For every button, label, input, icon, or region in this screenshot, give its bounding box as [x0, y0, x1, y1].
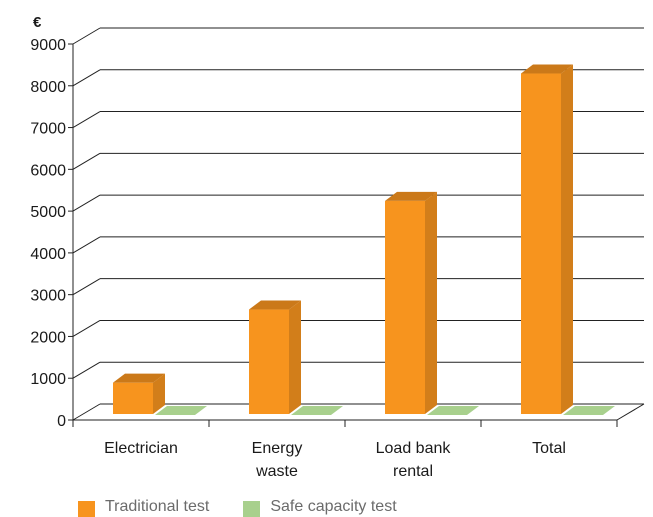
gridline-depth [72, 320, 101, 337]
legend-label-safe-capacity: Safe capacity test [270, 498, 397, 515]
x-category-label: Load bank [376, 440, 452, 457]
gridline-depth [72, 361, 101, 379]
legend: Traditional test Safe capacity test [78, 498, 397, 517]
gridline-depth [72, 27, 101, 45]
bar-top [113, 373, 165, 383]
y-tick-label: 8000 [30, 79, 66, 96]
bar-top [249, 300, 301, 310]
gridline-depth [72, 403, 101, 421]
x-category-label: rental [393, 463, 433, 480]
legend-item-traditional: Traditional test [78, 498, 209, 517]
x-category-label: waste [255, 463, 298, 480]
y-tick-label: 6000 [30, 162, 66, 179]
y-tick-label: 7000 [30, 121, 66, 138]
y-tick-label: 5000 [30, 204, 66, 221]
y-unit-label: € [33, 14, 42, 31]
bar-side [153, 373, 165, 414]
legend-item-safe-capacity: Safe capacity test [243, 498, 397, 517]
floor-edge [616, 403, 645, 421]
gridline-depth [72, 111, 101, 128]
bar-front [249, 309, 289, 414]
gridline-depth [72, 194, 101, 212]
bar-flat [427, 406, 479, 415]
bar-flat [291, 406, 343, 415]
gridline-depth [72, 236, 101, 254]
bar-flat [563, 406, 615, 415]
bar-top [521, 64, 573, 74]
y-tick-label: 9000 [30, 37, 66, 54]
y-tick-label: 3000 [30, 288, 66, 305]
y-tick-label: 4000 [30, 246, 66, 263]
legend-swatch-safe-capacity [243, 501, 261, 517]
bar-flat [155, 406, 207, 415]
x-category-label: Energy [252, 440, 303, 457]
gridline-depth [72, 278, 101, 296]
bar-front [113, 382, 153, 414]
y-tick-label: 2000 [30, 329, 66, 346]
x-category-label: Electrician [104, 440, 178, 457]
bar-side [425, 191, 437, 414]
gridline-depth [72, 69, 101, 87]
bar-side [561, 64, 573, 414]
x-category-label: Total [532, 440, 566, 457]
bar-front [521, 73, 561, 414]
legend-swatch-traditional [78, 501, 95, 517]
legend-label-traditional: Traditional test [105, 498, 210, 515]
gridline-depth [72, 152, 101, 170]
bar-top [385, 191, 437, 201]
bar-front [385, 200, 425, 414]
y-tick-label: 1000 [30, 371, 66, 388]
bar-chart-3d: 0 1000 2000 3000 4000 5000 6000 7000 8000 9000 € El… [30, 14, 645, 480]
bar-side [289, 300, 301, 414]
y-tick-label: 0 [57, 413, 66, 430]
